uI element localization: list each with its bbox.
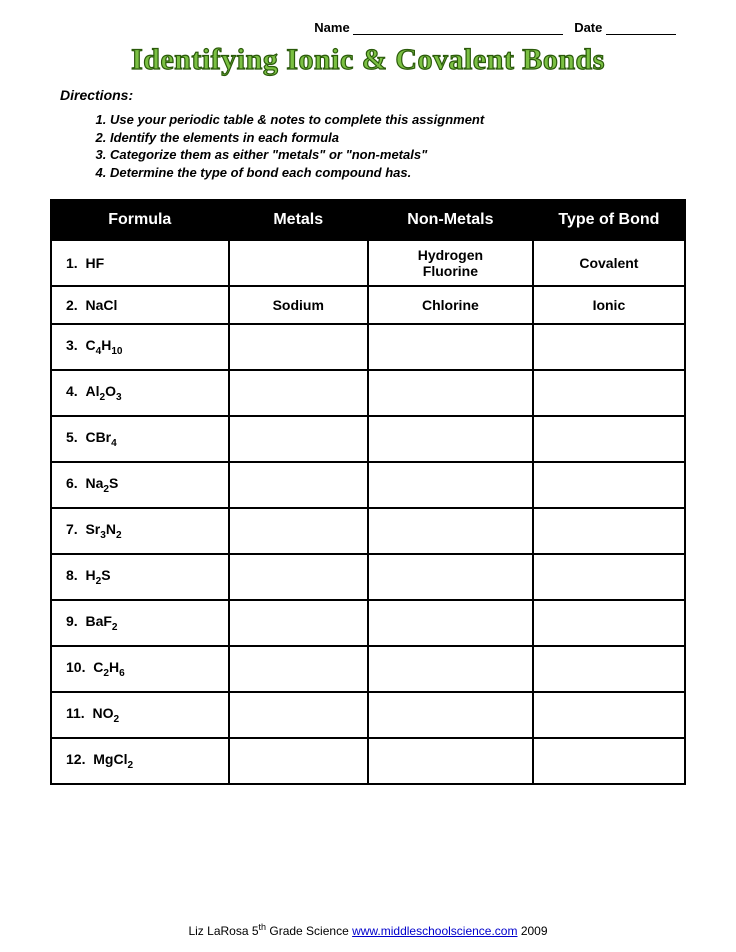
table-row: 7. Sr3N2 — [51, 508, 685, 554]
table-row: 5. CBr4 — [51, 416, 685, 462]
footer: Liz LaRosa 5th Grade Science www.middles… — [0, 922, 736, 938]
directions-label: Directions: — [60, 87, 686, 103]
formula-cell: 8. H2S — [51, 554, 229, 600]
bond-cell — [533, 324, 685, 370]
table-row: 2. NaClSodiumChlorineIonic — [51, 286, 685, 324]
formula-cell: 11. NO2 — [51, 692, 229, 738]
table-row: 9. BaF2 — [51, 600, 685, 646]
nonmetals-cell: HydrogenFluorine — [368, 240, 533, 286]
direction-item: Categorize them as either "metals" or "n… — [110, 146, 686, 164]
header-row: FormulaMetalsNon-MetalsType of Bond — [51, 200, 685, 240]
metals-cell — [229, 240, 368, 286]
metals-cell — [229, 692, 368, 738]
metals-cell — [229, 370, 368, 416]
bond-cell: Covalent — [533, 240, 685, 286]
name-date-line: Name Date — [50, 20, 686, 35]
bond-cell — [533, 646, 685, 692]
bond-cell — [533, 462, 685, 508]
footer-sup: th — [259, 922, 267, 932]
table-row: 3. C4H10 — [51, 324, 685, 370]
footer-author: Liz LaRosa 5 — [188, 924, 258, 938]
table-row: 8. H2S — [51, 554, 685, 600]
formula-cell: 3. C4H10 — [51, 324, 229, 370]
formula-cell: 10. C2H6 — [51, 646, 229, 692]
column-header: Metals — [229, 200, 368, 240]
bond-cell — [533, 554, 685, 600]
table-row: 11. NO2 — [51, 692, 685, 738]
column-header: Type of Bond — [533, 200, 685, 240]
metals-cell — [229, 646, 368, 692]
bond-cell — [533, 370, 685, 416]
page-title: Identifying Ionic & Covalent Bonds — [50, 43, 686, 77]
bonds-table: FormulaMetalsNon-MetalsType of Bond 1. H… — [50, 199, 686, 785]
nonmetals-cell — [368, 600, 533, 646]
date-label: Date — [574, 20, 602, 35]
directions-list: Use your periodic table & notes to compl… — [110, 111, 686, 181]
bond-cell — [533, 416, 685, 462]
table-row: 1. HF HydrogenFluorineCovalent — [51, 240, 685, 286]
nonmetals-cell — [368, 324, 533, 370]
nonmetals-cell — [368, 646, 533, 692]
formula-cell: 5. CBr4 — [51, 416, 229, 462]
table-row: 6. Na2S — [51, 462, 685, 508]
nonmetals-cell — [368, 738, 533, 784]
formula-cell: 4. Al2O3 — [51, 370, 229, 416]
footer-subject: Grade Science — [266, 924, 352, 938]
nonmetals-cell: Chlorine — [368, 286, 533, 324]
nonmetals-cell — [368, 462, 533, 508]
footer-year: 2009 — [517, 924, 547, 938]
table-row: 10. C2H6 — [51, 646, 685, 692]
metals-cell — [229, 508, 368, 554]
formula-cell: 1. HF — [51, 240, 229, 286]
date-blank — [606, 22, 676, 35]
column-header: Non-Metals — [368, 200, 533, 240]
table-row: 4. Al2O3 — [51, 370, 685, 416]
bond-cell — [533, 508, 685, 554]
table-row: 12. MgCl2 — [51, 738, 685, 784]
footer-link[interactable]: www.middleschoolscience.com — [352, 924, 517, 938]
bond-cell: Ionic — [533, 286, 685, 324]
metals-cell — [229, 324, 368, 370]
formula-cell: 9. BaF2 — [51, 600, 229, 646]
formula-cell: 6. Na2S — [51, 462, 229, 508]
nonmetals-cell — [368, 370, 533, 416]
metals-cell — [229, 416, 368, 462]
metals-cell — [229, 462, 368, 508]
nonmetals-cell — [368, 554, 533, 600]
formula-cell: 12. MgCl2 — [51, 738, 229, 784]
formula-cell: 7. Sr3N2 — [51, 508, 229, 554]
direction-item: Identify the elements in each formula — [110, 129, 686, 147]
direction-item: Determine the type of bond each compound… — [110, 164, 686, 182]
nonmetals-cell — [368, 508, 533, 554]
nonmetals-cell — [368, 692, 533, 738]
formula-cell: 2. NaCl — [51, 286, 229, 324]
metals-cell: Sodium — [229, 286, 368, 324]
table-body: 1. HFHydrogenFluorineCovalent2. NaClSodi… — [51, 240, 685, 784]
name-blank — [353, 22, 563, 35]
metals-cell — [229, 554, 368, 600]
bond-cell — [533, 600, 685, 646]
direction-item: Use your periodic table & notes to compl… — [110, 111, 686, 129]
bond-cell — [533, 692, 685, 738]
bond-cell — [533, 738, 685, 784]
metals-cell — [229, 600, 368, 646]
nonmetals-cell — [368, 416, 533, 462]
name-label: Name — [314, 20, 349, 35]
column-header: Formula — [51, 200, 229, 240]
metals-cell — [229, 738, 368, 784]
